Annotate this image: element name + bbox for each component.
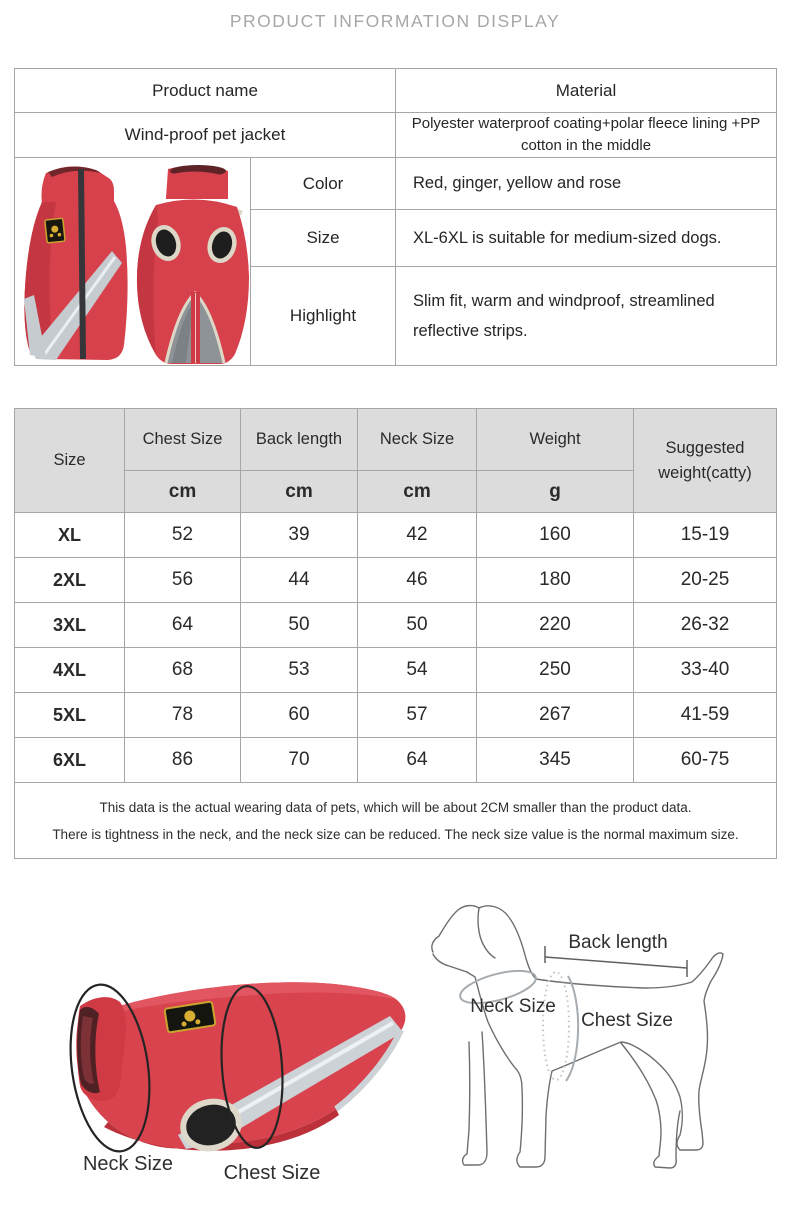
dog-chest-girth-arc	[565, 975, 580, 1082]
product-photo	[14, 157, 251, 366]
back-cell: 50	[240, 602, 358, 648]
weight-cell: 180	[476, 557, 634, 603]
suggested-cell: 60-75	[633, 737, 777, 783]
table-row: Highlight Slim fit, warm and windproof, …	[15, 266, 777, 366]
size-cell: 6XL	[14, 737, 125, 783]
table-row: 2XL 56 44 46 180 20-25	[14, 557, 777, 603]
product-info-table: Product name Material Wind-proof pet jac…	[14, 68, 777, 366]
dog-neck-ring	[459, 969, 537, 1005]
back-cell: 60	[240, 692, 358, 738]
suggested-cell: 20-25	[633, 557, 777, 603]
table-row: Wind-proof pet jacket Polyester waterpro…	[14, 112, 777, 158]
size-chart-notes: This data is the actual wearing data of …	[14, 782, 777, 859]
column-header-size: Size	[14, 408, 125, 513]
spec-label-color: Color	[250, 157, 396, 210]
chest-cell: 56	[124, 557, 241, 603]
table-row: XL 52 39 42 160 15-19	[14, 512, 777, 558]
dog-back-length-label: Back length	[568, 932, 667, 953]
note-line-1: This data is the actual wearing data of …	[99, 800, 692, 815]
neck-cell: 57	[357, 692, 477, 738]
spec-value-color: Red, ginger, yellow and rose	[395, 157, 777, 210]
material-value: Polyester waterproof coating+polar fleec…	[395, 112, 777, 158]
column-header-chest: Chest Size	[124, 408, 241, 471]
neck-cell: 42	[357, 512, 477, 558]
chest-cell: 78	[124, 692, 241, 738]
suggested-cell: 15-19	[633, 512, 777, 558]
table-header-row: Size Chest Size Back length Neck Size We…	[14, 408, 777, 513]
chest-cell: 68	[124, 647, 241, 693]
dog-chest-size-label: Chest Size	[581, 1010, 673, 1031]
column-header-back: Back length	[240, 408, 358, 471]
table-notes-row: This data is the actual wearing data of …	[14, 782, 777, 859]
note-line-2: There is tightness in the neck, and the …	[52, 827, 739, 842]
column-header-weight: Weight	[476, 408, 634, 471]
table-row: Color Red, ginger, yellow and rose	[14, 157, 777, 366]
material-header: Material	[395, 68, 777, 113]
table-row: 4XL 68 53 54 250 33-40	[14, 647, 777, 693]
unit-neck: cm	[357, 470, 477, 513]
spec-value-highlight: Slim fit, warm and windproof, streamline…	[395, 266, 777, 366]
neck-cell: 54	[357, 647, 477, 693]
neck-cell: 50	[357, 602, 477, 648]
dog-neck-size-label: Neck Size	[470, 996, 556, 1017]
weight-cell: 250	[476, 647, 634, 693]
jacket-side-view	[23, 165, 128, 360]
brand-patch	[163, 1000, 217, 1034]
chest-cell: 64	[124, 602, 241, 648]
unit-back: cm	[240, 470, 358, 513]
unit-chest: cm	[124, 470, 241, 513]
jacket-chest-size-label: Chest Size	[224, 1162, 321, 1184]
table-row: Size XL-6XL is suitable for medium-sized…	[15, 209, 777, 267]
measurement-diagram: Neck Size Chest Size	[0, 880, 790, 1217]
dog-measurement-diagram: Back length Neck Size Chest Size	[431, 904, 724, 1169]
chest-cell: 86	[124, 737, 241, 783]
brand-patch	[43, 217, 66, 244]
weight-cell: 267	[476, 692, 634, 738]
suggested-cell: 33-40	[633, 647, 777, 693]
neck-cell: 46	[357, 557, 477, 603]
dog-chest-girth-dotted	[542, 971, 570, 1081]
product-name-header: Product name	[14, 68, 396, 113]
spec-label-highlight: Highlight	[250, 266, 396, 366]
size-chart-table: Size Chest Size Back length Neck Size We…	[14, 408, 777, 859]
table-row: 5XL 78 60 57 267 41-59	[14, 692, 777, 738]
size-cell: 2XL	[14, 557, 125, 603]
weight-cell: 220	[476, 602, 634, 648]
back-length-dimension-line	[544, 946, 688, 977]
table-units-row: cm cm cm g	[15, 470, 777, 513]
neck-cell: 64	[357, 737, 477, 783]
weight-cell: 345	[476, 737, 634, 783]
size-cell: 5XL	[14, 692, 125, 738]
back-cell: 53	[240, 647, 358, 693]
column-header-neck: Neck Size	[357, 408, 477, 471]
jacket-measurement-illustration: Neck Size Chest Size	[69, 982, 406, 1184]
size-cell: 4XL	[14, 647, 125, 693]
size-cell: XL	[14, 512, 125, 558]
spec-value-size: XL-6XL is suitable for medium-sized dogs…	[395, 209, 777, 267]
jacket-front-view	[136, 164, 249, 364]
jacket-neck-size-label: Neck Size	[83, 1153, 173, 1175]
suggested-cell: 26-32	[633, 602, 777, 648]
neck-measurement-ring	[69, 983, 151, 1153]
table-row: 6XL 86 70 64 345 60-75	[14, 737, 777, 783]
pet-jacket-photo-graphic	[23, 164, 249, 364]
column-header-suggested-weight: Suggested weight(catty)	[633, 408, 777, 513]
suggested-cell: 41-59	[633, 692, 777, 738]
size-cell: 3XL	[14, 602, 125, 648]
back-cell: 39	[240, 512, 358, 558]
spec-label-size: Size	[250, 209, 396, 267]
back-cell: 44	[240, 557, 358, 603]
page-title: PRODUCT INFORMATION DISPLAY	[229, 11, 561, 31]
chest-measurement-ring	[220, 985, 284, 1149]
chest-cell: 52	[124, 512, 241, 558]
weight-cell: 160	[476, 512, 634, 558]
unit-weight: g	[476, 470, 634, 513]
table-row: 3XL 64 50 50 220 26-32	[14, 602, 777, 648]
table-row: Product name Material	[14, 68, 777, 113]
product-name-value: Wind-proof pet jacket	[14, 112, 396, 158]
back-cell: 70	[240, 737, 358, 783]
